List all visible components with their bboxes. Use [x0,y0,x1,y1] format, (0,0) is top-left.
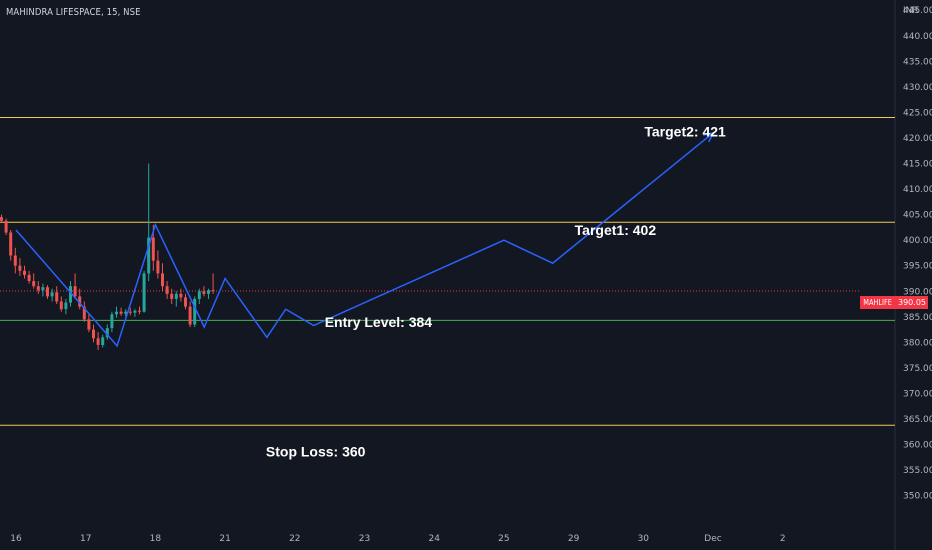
candle-body [142,273,146,312]
y-tick-label: 410.00 [903,185,932,195]
y-tick-label: 385.00 [903,313,932,323]
y-tick-label: 435.00 [903,57,932,67]
candle-body [119,311,123,314]
y-tick-label: 445.00 [903,6,932,16]
candle-body [32,281,36,287]
y-tick-label: 360.00 [903,441,932,451]
x-tick-label: 18 [150,534,162,544]
y-tick-label: 350.00 [903,492,932,502]
x-tick-label: 17 [80,534,91,544]
annotations: Target2: 421 Target1: 402 Entry Level: 384… [266,123,726,459]
y-tick-label: 400.00 [903,236,932,246]
candle-body [18,265,22,271]
candle-body [147,237,151,274]
candle-body [174,293,178,299]
candle-body [105,328,109,338]
candle-body [59,301,63,310]
candle-body [50,292,54,297]
symbol-title[interactable]: MAHINDRA LIFESPACE, 15, NSE [6,7,141,18]
candle-body [115,311,118,315]
candle-body [207,290,210,294]
y-tick-label: 415.00 [903,160,932,170]
x-tick-label: 25 [498,534,509,544]
candle-body [82,306,86,320]
y-tick-label: 440.00 [903,32,932,42]
projection-line [15,132,714,348]
y-tick-label: 430.00 [903,83,932,93]
candle-body [46,287,49,297]
price-badge-symbol: MAHLIFE [863,298,892,307]
x-tick-label: 24 [428,534,440,544]
current-price-badge: MAHLIFE 390.05 [860,296,928,309]
candle-body [124,311,128,314]
annotation-label: Stop Loss: 360 [266,444,366,460]
x-tick-label: 21 [219,534,230,544]
y-tick-label: 405.00 [903,211,932,221]
y-axis-ticks: 350.00 355.00 360.00 365.00 370.00 375.00 380.… [903,6,932,502]
candle-body [0,217,3,221]
x-tick-label: 2 [780,534,786,544]
annotation-label: Target1: 402 [575,222,657,238]
candle-body [133,310,137,313]
candle-body [156,260,160,274]
candle-body [36,286,40,291]
x-tick-label: 30 [638,534,650,544]
price-badge-value: 390.05 [898,298,926,307]
candle-body [101,337,105,345]
annotation-label: Target2: 421 [644,123,726,139]
x-tick-label: 23 [359,534,370,544]
candle-body [184,297,187,307]
projection-arrowhead [703,131,715,143]
candle-body [78,296,82,307]
candle-body [179,293,183,298]
x-tick-label: Dec [704,534,721,544]
candle-body [128,311,132,313]
candle-body [73,286,77,297]
y-tick-label: 395.00 [903,262,932,272]
currency-label: INR [903,6,919,16]
y-tick-label: 390.00 [903,287,932,297]
candle-body [9,232,13,256]
y-tick-label: 380.00 [903,338,932,348]
x-tick-label: 16 [10,534,22,544]
candle-body [202,291,206,294]
y-tick-label: 375.00 [903,364,932,374]
candle-body [87,319,91,330]
candle-body [197,291,201,299]
candle-body [170,293,174,299]
y-tick-label: 355.00 [903,466,932,476]
candle-body [138,310,141,312]
candle-body [55,292,59,302]
horizontal-levels [0,117,895,426]
projection-series [15,131,715,348]
candle-body [96,338,100,345]
y-tick-label: 425.00 [903,108,932,118]
annotation-label: Entry Level: 384 [325,314,433,330]
candle-body [41,287,45,291]
y-tick-label: 365.00 [903,415,932,425]
candle-body [165,286,169,294]
y-tick-label: 370.00 [903,390,932,400]
candle-body [64,302,68,310]
candlestick-series [0,163,215,350]
x-axis-ticks: 16 17 18 21 22 23 24 25 29 30 Dec 2 [10,534,785,544]
candle-body [69,286,72,303]
candle-body [92,329,95,339]
candle-body [27,274,31,281]
candle-body [151,237,155,261]
candle-body [193,298,197,325]
candle-body [110,314,114,329]
candle-body [161,273,164,287]
x-tick-label: 22 [289,534,300,544]
x-tick-label: 29 [568,534,580,544]
candle-body [13,255,17,266]
candle-body [188,306,192,325]
candle-body [23,270,26,275]
y-tick-label: 420.00 [903,134,932,144]
candle-body [4,220,8,233]
candle-body [211,290,215,292]
